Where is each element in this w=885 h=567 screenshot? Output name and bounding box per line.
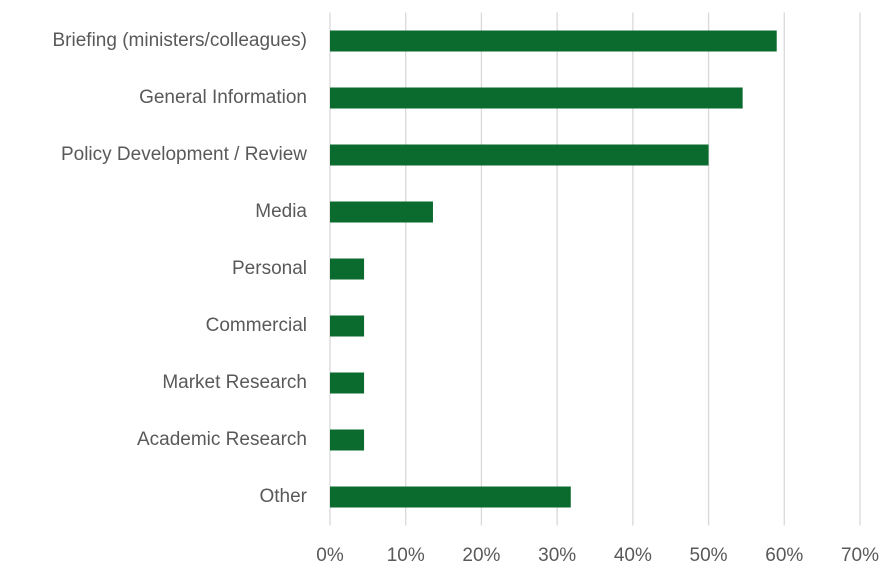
y-tick-label: Other [259, 486, 307, 507]
bar [330, 315, 365, 337]
bar [330, 87, 743, 109]
y-tick-label: General Information [139, 87, 307, 108]
y-tick-label: Academic Research [137, 429, 307, 450]
bar [330, 429, 365, 451]
x-tick-label: 30% [538, 545, 576, 566]
y-tick-label: Market Research [162, 372, 307, 393]
bar [330, 144, 709, 166]
y-tick-label: Commercial [206, 315, 307, 336]
y-tick-label: Personal [232, 258, 307, 279]
x-tick-label: 50% [690, 545, 728, 566]
x-tick-label: 40% [614, 545, 652, 566]
x-tick-label: 70% [841, 545, 879, 566]
bar [330, 201, 433, 223]
x-tick-label: 10% [387, 545, 425, 566]
bar [330, 486, 571, 508]
y-tick-label: Briefing (ministers/colleagues) [53, 30, 308, 51]
x-tick-label: 20% [462, 545, 500, 566]
bar [330, 258, 365, 280]
bar [330, 30, 777, 52]
x-tick-label: 0% [316, 545, 344, 566]
y-tick-label: Policy Development / Review [61, 144, 307, 165]
x-tick-label: 60% [765, 545, 803, 566]
bar [330, 372, 365, 394]
y-tick-label: Media [255, 201, 307, 222]
